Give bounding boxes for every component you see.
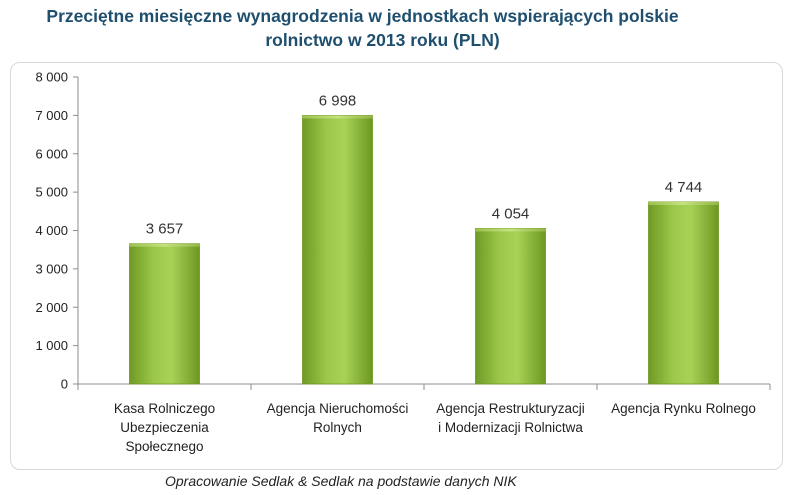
chart-title-line-1: Przeciętne miesięczne wynagrodzenia w je…	[46, 6, 679, 26]
bar-top-highlight	[475, 228, 546, 232]
bar	[129, 243, 200, 385]
y-tick-label: 8 000	[35, 70, 68, 85]
chart-title: Przeciętne miesięczne wynagrodzenia w je…	[0, 4, 805, 52]
y-tick-label: 0	[61, 377, 68, 392]
source-note: Opracowanie Sedlak & Sedlak na podstawie…	[165, 473, 517, 489]
data-label: 6 998	[319, 92, 357, 109]
y-tick-label: 1 000	[35, 338, 68, 353]
y-tick-label: 6 000	[35, 146, 68, 161]
bar	[302, 115, 373, 385]
bar	[648, 201, 719, 385]
x-category-label: Społecznego	[125, 439, 203, 454]
bar-top-highlight	[302, 115, 373, 119]
chart-title-line-2: rolnictwo w 2013 roku (PLN)	[265, 30, 500, 50]
bar	[475, 228, 546, 385]
y-tick-label: 5 000	[35, 185, 68, 200]
x-category-label: Agencja Nieruchomości	[267, 401, 409, 416]
x-category-label: Ubezpieczenia	[120, 420, 209, 435]
y-tick-label: 7 000	[35, 108, 68, 123]
data-label: 4 744	[665, 179, 703, 196]
x-category-label: Kasa Rolniczego	[114, 401, 215, 416]
x-category-label: Rolnych	[313, 420, 362, 435]
y-tick-label: 3 000	[35, 261, 68, 276]
bar-top-highlight	[648, 201, 719, 205]
x-category-label: Agencja Restrukturyzacji	[436, 401, 585, 416]
data-label: 4 054	[492, 205, 530, 222]
data-label: 3 657	[146, 221, 184, 238]
y-tick-label: 2 000	[35, 300, 68, 315]
x-category-label: Agencja Rynku Rolnego	[611, 401, 756, 416]
y-tick-label: 4 000	[35, 223, 68, 238]
bar-top-highlight	[129, 243, 200, 247]
x-category-label: i Modernizacji Rolnictwa	[438, 420, 583, 435]
